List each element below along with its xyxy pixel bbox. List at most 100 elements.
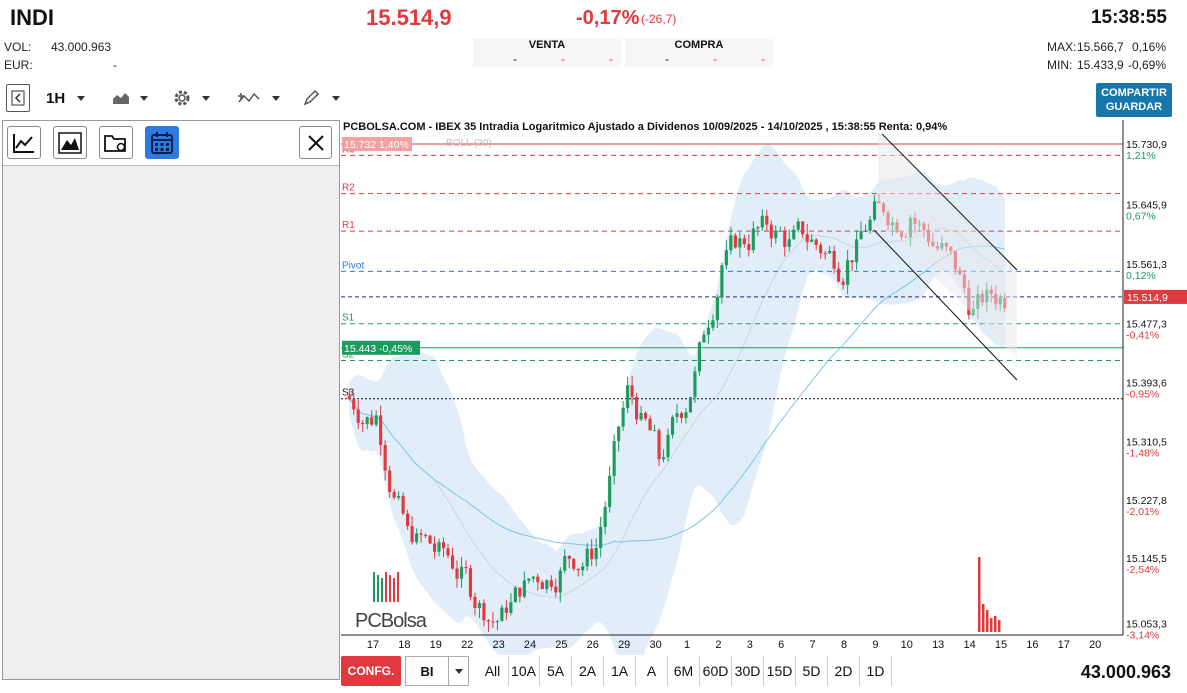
candle-body bbox=[531, 576, 535, 579]
candle-body bbox=[769, 224, 773, 239]
candle-body bbox=[374, 415, 378, 425]
config-button[interactable]: CONFG. bbox=[341, 656, 401, 686]
low-tag-label: 15.443 -0,45% bbox=[344, 343, 412, 355]
candle-body bbox=[352, 399, 356, 410]
analysis-button[interactable] bbox=[7, 126, 41, 159]
candle-body bbox=[495, 621, 499, 623]
buy-value: - bbox=[713, 52, 717, 66]
level-label-r2: R2 bbox=[342, 183, 355, 194]
y-tick-percent: -2,01% bbox=[1126, 506, 1159, 518]
y-tick-label: 15.310,5 bbox=[1126, 437, 1167, 449]
collapse-panel-button[interactable] bbox=[6, 84, 30, 112]
candle-body bbox=[464, 566, 468, 569]
range-button-30d[interactable]: 30D bbox=[732, 656, 764, 686]
chevron-down-icon bbox=[272, 95, 280, 101]
chevron-down-icon bbox=[140, 95, 148, 101]
bollinger-mid-line bbox=[348, 227, 1006, 599]
candle-body bbox=[846, 260, 850, 285]
candle-body bbox=[486, 620, 490, 622]
candle-body bbox=[482, 603, 486, 621]
range-button-a[interactable]: A bbox=[636, 656, 668, 686]
candle-body bbox=[397, 495, 401, 498]
candle-body bbox=[590, 548, 594, 560]
y-tick-label: 15.730,9 bbox=[1126, 139, 1167, 151]
y-tick-percent: 0,12% bbox=[1126, 270, 1156, 282]
folder-settings-button[interactable] bbox=[99, 126, 133, 159]
x-tick-label: 17 bbox=[1058, 639, 1070, 651]
x-tick-label: 25 bbox=[555, 639, 567, 651]
high-tag bbox=[342, 137, 412, 152]
candle-body bbox=[792, 229, 796, 240]
vol-label: VOL: bbox=[4, 40, 32, 54]
range-button-5a[interactable]: 5A bbox=[540, 656, 572, 686]
candle-body bbox=[518, 587, 522, 597]
level-label-pivot: Pivot bbox=[342, 260, 364, 271]
candle-body bbox=[832, 250, 836, 269]
volume-bar bbox=[978, 557, 981, 632]
candle-body bbox=[527, 578, 531, 581]
share-save-button[interactable]: COMPARTIR GUARDAR bbox=[1096, 83, 1172, 117]
level-label-s1: S1 bbox=[342, 313, 355, 324]
candle-body bbox=[756, 227, 760, 229]
candle-body bbox=[828, 250, 832, 254]
candle-body bbox=[567, 555, 571, 559]
chart-type-select[interactable] bbox=[112, 84, 148, 112]
candle-body bbox=[626, 385, 630, 408]
y-tick-label: 15.561,3 bbox=[1126, 259, 1167, 271]
area-chart-icon bbox=[113, 93, 129, 104]
style-select[interactable]: BI bbox=[405, 656, 469, 686]
candle-body bbox=[711, 320, 715, 328]
indicators-select[interactable] bbox=[238, 84, 280, 112]
candle-body bbox=[796, 221, 800, 230]
candle-body bbox=[630, 385, 634, 397]
candle-body bbox=[868, 219, 872, 231]
range-button-2a[interactable]: 2A bbox=[572, 656, 604, 686]
range-button-15d[interactable]: 15D bbox=[764, 656, 796, 686]
range-button-2d[interactable]: 2D bbox=[828, 656, 860, 686]
range-button-10a[interactable]: 10A bbox=[508, 656, 540, 686]
settings-select[interactable] bbox=[172, 84, 210, 112]
sell-column: VENTA - - - bbox=[473, 39, 621, 67]
candle-body bbox=[805, 234, 809, 242]
y-tick-label: 15.645,9 bbox=[1126, 199, 1167, 211]
candle-body bbox=[491, 621, 495, 623]
candle-body bbox=[652, 430, 657, 432]
share-label: COMPARTIR bbox=[1101, 87, 1167, 99]
range-button-60d[interactable]: 60D bbox=[700, 656, 732, 686]
range-button-5d[interactable]: 5D bbox=[796, 656, 828, 686]
range-button-1a[interactable]: 1A bbox=[604, 656, 636, 686]
mountain-chart-icon bbox=[58, 131, 82, 154]
candle-body bbox=[872, 201, 877, 220]
high-tag-label: 15.732 1,40% bbox=[344, 139, 409, 151]
level-label-s2: S2 bbox=[342, 350, 355, 361]
calendar-button[interactable] bbox=[145, 126, 179, 159]
range-button-6m[interactable]: 6M bbox=[668, 656, 700, 686]
x-tick-label: 18 bbox=[398, 639, 410, 651]
price-chart[interactable]: R3R2R1PivotS1S2S3 15.730,91,21%15.645,90… bbox=[341, 120, 1187, 672]
symbol-title: INDI bbox=[10, 5, 54, 30]
candle-body bbox=[841, 281, 845, 285]
candle-body bbox=[536, 576, 540, 583]
volume-bar bbox=[994, 616, 997, 632]
x-tick-label: 3 bbox=[747, 639, 753, 651]
eur-label: EUR: bbox=[4, 58, 33, 72]
logo-bar bbox=[397, 572, 399, 602]
candle-body bbox=[702, 334, 706, 343]
volume-bar bbox=[990, 618, 993, 632]
chart-view-button[interactable] bbox=[53, 126, 87, 159]
candle-body bbox=[428, 535, 432, 544]
level-label-s3: S3 bbox=[342, 388, 355, 399]
close-panel-button[interactable] bbox=[299, 126, 332, 159]
range-button-all[interactable]: All bbox=[477, 656, 509, 686]
candle-body bbox=[473, 596, 477, 609]
interval-value: 1H bbox=[46, 89, 66, 107]
current-price-label: 15.514,9 bbox=[1127, 292, 1168, 304]
candle-body bbox=[814, 239, 818, 245]
range-button-1d[interactable]: 1D bbox=[860, 656, 892, 686]
max-label: MAX: bbox=[1047, 40, 1077, 54]
interval-select[interactable]: 1H bbox=[46, 84, 86, 112]
drawing-tools-select[interactable] bbox=[302, 84, 340, 112]
candle-body bbox=[675, 413, 679, 417]
candle-body bbox=[406, 513, 410, 527]
y-tick-label: 15.227,8 bbox=[1126, 495, 1167, 507]
